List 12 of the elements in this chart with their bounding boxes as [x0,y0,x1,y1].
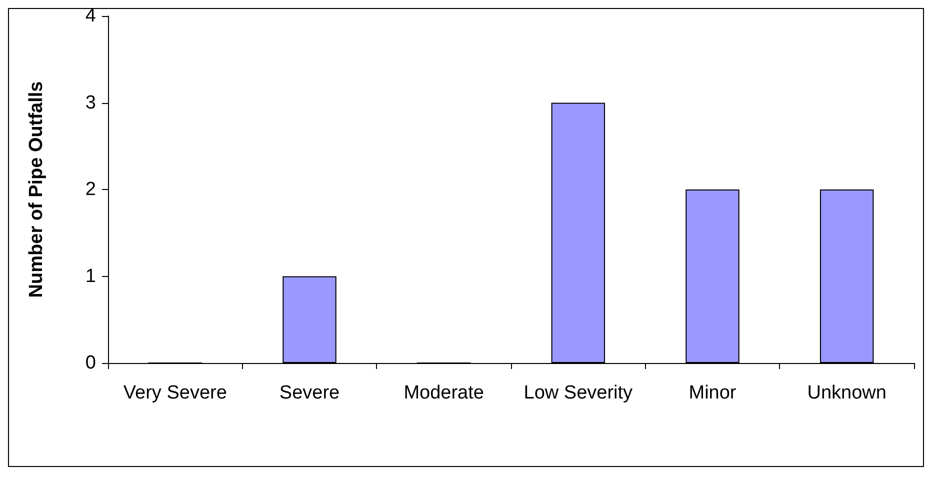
y-tick-label: 2 [85,179,96,200]
x-tick-label: Unknown [807,382,886,404]
y-axis-title: Number of Pipe Outfalls [26,81,47,298]
x-tick-label: Very Severe [123,382,227,404]
x-tick-label: Moderate [404,382,484,404]
x-tick-label: Low Severity [524,382,634,404]
y-tick-label: 0 [85,352,96,374]
y-tick-label: 4 [85,6,96,26]
x-tick-label: Minor [688,382,737,404]
y-tick-label: 1 [85,266,96,287]
y-tick-label: 3 [85,92,96,114]
x-tick-label: Severe [279,382,340,404]
